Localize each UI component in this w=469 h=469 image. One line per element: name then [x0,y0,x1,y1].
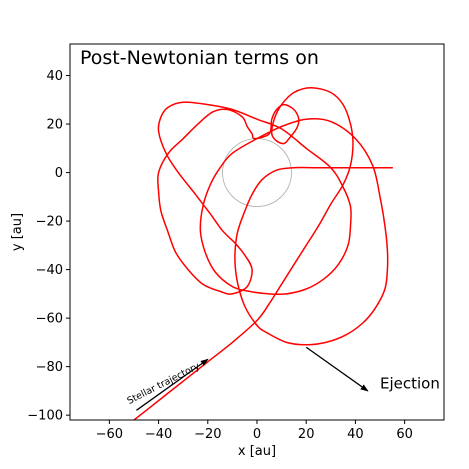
y-tick-label: −40 [36,263,63,278]
trajectory-line-0 [133,86,394,420]
y-tick-label: 40 [46,69,63,84]
y-tick-label: 20 [46,118,63,133]
annotation-arrow-1 [305,346,369,392]
x-tick-label: 0 [253,427,261,442]
y-tick-label: 0 [55,166,63,181]
reference-circle [222,138,292,207]
x-axis-label: x [au] [238,444,276,459]
axis-ticks: −60 −40 −20 0 20 40 60 −100 −80 −60 −40 −20 0 20 40 [27,69,413,442]
y-axis-label: y [au] [10,213,25,251]
y-tick-label: −60 [36,312,63,327]
stellar-trajectory-annotation: Stellar trajectory [125,361,201,407]
plot-frame [69,43,445,421]
x-tick-label: −60 [96,427,123,442]
x-tick-label: 40 [347,427,364,442]
y-tick-label: −20 [36,215,63,230]
x-tick-label: −40 [145,427,172,442]
x-tick-label: 20 [298,427,315,442]
chart-title: Post-Newtonian terms on [80,47,319,69]
y-tick-label: −100 [27,409,63,424]
x-tick-label: 60 [396,427,413,442]
x-tick-label: −20 [194,427,221,442]
annotation-arrow-0 [136,358,209,411]
y-tick-label: −80 [36,360,63,375]
ejection-annotation: Ejection [380,375,440,393]
plot-area [133,86,394,420]
